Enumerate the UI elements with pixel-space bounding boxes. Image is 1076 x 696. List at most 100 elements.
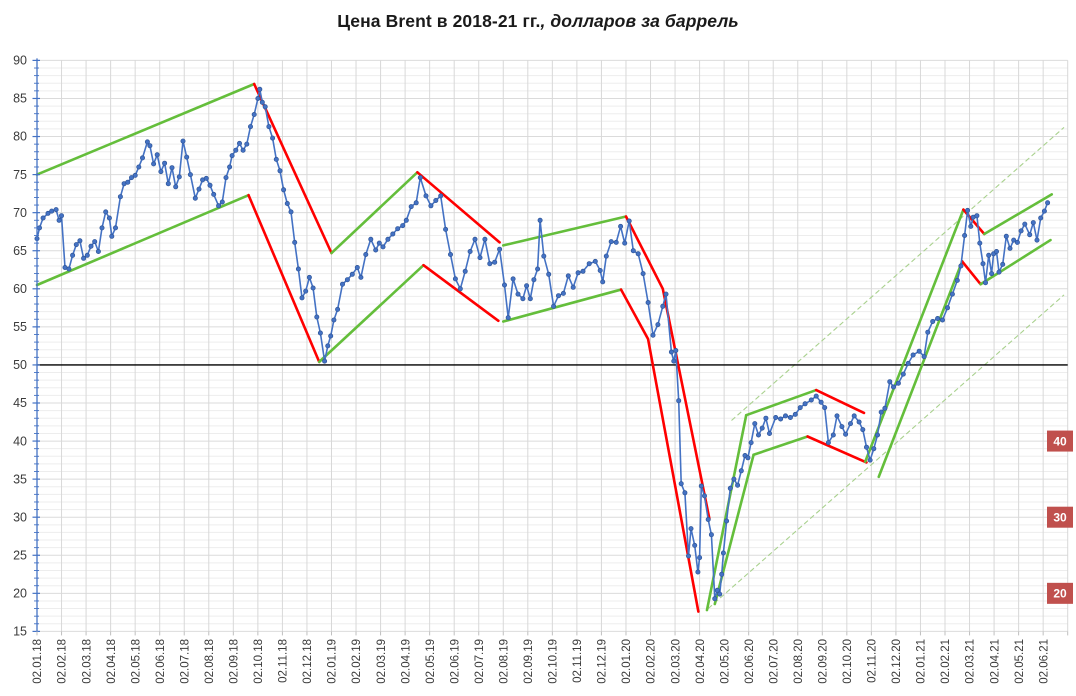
green-channel-line xyxy=(501,288,623,323)
x-axis-label: 02.04.19 xyxy=(400,639,412,684)
value-badge-text: 30 xyxy=(1053,511,1067,525)
x-axis-label: 02.11.19 xyxy=(572,639,584,683)
y-axis-label: 45 xyxy=(13,396,27,410)
x-axis-label: 02.06.21 xyxy=(1038,639,1050,684)
price-series xyxy=(36,88,1049,600)
y-axis-label: 55 xyxy=(13,320,27,334)
green-channel-line xyxy=(744,388,818,417)
x-axis-label: 02.02.19 xyxy=(351,639,363,684)
y-axis-label: 60 xyxy=(13,282,27,296)
red-channel-line xyxy=(624,215,711,521)
x-axis-label: 02.07.19 xyxy=(474,639,486,684)
price-line xyxy=(36,88,1049,600)
x-axis-label: 02.12.18 xyxy=(302,639,314,684)
x-axis-label: 02.09.20 xyxy=(817,639,829,684)
channel-lines xyxy=(35,82,1054,613)
x-axis-label: 02.01.20 xyxy=(621,639,633,684)
green-channel-line xyxy=(317,263,425,364)
price-markers xyxy=(34,86,1051,602)
red-channel-line xyxy=(960,260,982,286)
x-axis-label: 02.01.21 xyxy=(916,639,928,684)
x-axis-label: 02.05.20 xyxy=(719,639,731,684)
green-channel-line xyxy=(35,193,250,287)
x-axis-label: 02.05.18 xyxy=(130,639,142,684)
red-channel-line xyxy=(619,288,700,613)
x-axis-label: 02.10.20 xyxy=(842,639,854,684)
trend-dashed-line xyxy=(707,294,1065,609)
y-axis-label: 50 xyxy=(13,358,27,372)
y-axis-labels: 15 20 25 30 35 40 45 50 55 60 65 70 75 80 85 90 xyxy=(13,54,27,639)
x-axis-label: 02.04.18 xyxy=(106,639,118,684)
y-axis-label: 90 xyxy=(13,54,27,68)
x-axis-label: 02.08.19 xyxy=(498,639,510,684)
x-axis-label: 02.12.19 xyxy=(597,639,609,684)
x-axis-label: 02.05.19 xyxy=(425,639,437,684)
x-axis-label: 02.03.18 xyxy=(81,639,93,684)
x-axis-label: 02.07.18 xyxy=(179,639,191,684)
value-badge-20 xyxy=(1047,582,1073,604)
dashed-trendlines xyxy=(707,126,1065,609)
x-axis-label: 02.06.19 xyxy=(449,639,461,684)
x-axis-label: 02.04.21 xyxy=(989,639,1001,684)
x-axis-label: 02.03.21 xyxy=(965,639,977,684)
x-axis-label: 02.02.21 xyxy=(940,639,952,684)
red-channel-line xyxy=(416,171,501,244)
y-axis-label: 30 xyxy=(13,510,27,524)
y-axis-label: 25 xyxy=(13,548,27,562)
x-axis-label: 02.08.20 xyxy=(793,639,805,684)
y-axis-label: 40 xyxy=(13,434,27,448)
x-axis-ticks xyxy=(36,631,1069,636)
x-axis-label: 02.11.18 xyxy=(278,639,290,683)
x-axis-label: 02.02.20 xyxy=(646,639,658,684)
x-axis-label: 02.04.20 xyxy=(695,639,707,684)
value-badges: 40 30 20 xyxy=(1047,430,1073,604)
red-channel-line xyxy=(814,388,866,415)
y-axis-label: 35 xyxy=(13,472,27,486)
red-channel-line xyxy=(247,193,321,364)
red-channel-line xyxy=(806,435,868,464)
x-axis-label: 02.12.20 xyxy=(891,639,903,684)
value-badge-30 xyxy=(1047,506,1073,528)
value-badge-40 xyxy=(1047,430,1073,452)
x-axis-label: 02.09.19 xyxy=(523,639,535,684)
x-axis-label: 02.07.20 xyxy=(768,639,780,684)
y-axis-label: 15 xyxy=(13,625,27,639)
y-axis-label: 20 xyxy=(13,587,27,601)
x-axis-labels: 02.01.18 02.02.18 02.03.18 02.04.18 02.05.18… xyxy=(32,639,1050,684)
trend-dashed-line xyxy=(731,126,1065,421)
green-channel-line xyxy=(752,435,809,457)
value-badge-text: 40 xyxy=(1053,434,1067,448)
x-axis-label: 02.03.20 xyxy=(670,639,682,684)
x-axis-label: 02.03.19 xyxy=(376,639,388,684)
x-axis-label: 02.06.18 xyxy=(155,639,167,684)
red-channel-line xyxy=(252,82,333,255)
green-channel-line xyxy=(982,193,1054,236)
x-axis-label: 02.01.19 xyxy=(327,639,339,684)
x-axis-label: 02.09.18 xyxy=(229,639,241,684)
value-badge-text: 20 xyxy=(1053,587,1067,601)
green-channel-line xyxy=(877,260,964,479)
green-channel-line xyxy=(501,215,628,247)
green-channel-line xyxy=(979,238,1052,286)
green-channel-line xyxy=(35,82,256,176)
x-axis-label: 02.06.20 xyxy=(744,639,756,684)
green-channel-line xyxy=(330,171,419,255)
x-axis-label: 02.10.19 xyxy=(548,639,560,684)
green-channel-line xyxy=(863,208,965,463)
y-axis xyxy=(32,58,40,633)
x-axis-label: 02.02.18 xyxy=(57,639,69,684)
y-axis-label: 65 xyxy=(13,244,27,258)
y-axis-label: 75 xyxy=(13,168,27,182)
x-axis-label: 02.05.21 xyxy=(1014,639,1026,684)
x-axis-label: 02.01.18 xyxy=(32,639,44,684)
y-axis-label: 85 xyxy=(13,92,27,106)
y-axis-label: 80 xyxy=(13,130,27,144)
x-axis-label: 02.08.18 xyxy=(204,639,216,684)
red-channel-line xyxy=(422,263,500,323)
y-axis-label: 70 xyxy=(13,206,27,220)
x-axis-label: 02.10.18 xyxy=(253,639,265,684)
x-axis-label: 02.11.20 xyxy=(867,639,879,683)
